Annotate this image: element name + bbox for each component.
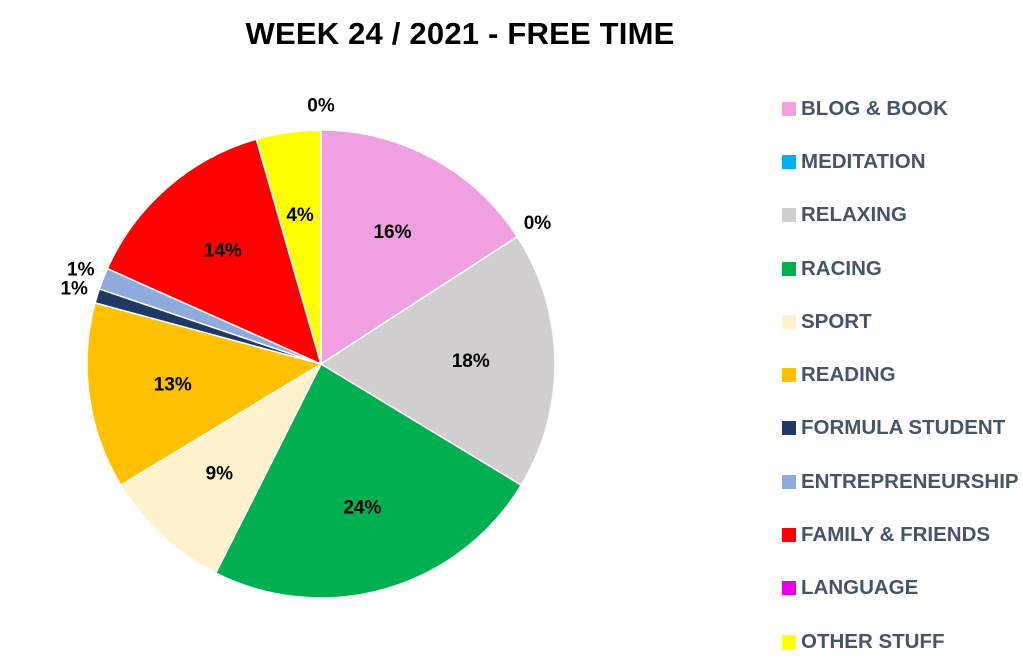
data-label-racing: 24% [343, 497, 381, 518]
legend-label: MEDITATION [801, 149, 926, 173]
legend-item-relaxing: RELAXING [782, 189, 1019, 242]
legend-label: ENTREPRENEURSHIP [801, 469, 1019, 493]
legend-item-other-stuff: OTHER STUFF [782, 615, 1019, 668]
legend-label: READING [801, 363, 896, 387]
legend-item-sport: SPORT [782, 295, 1019, 348]
legend-item-formula-student: FORMULA STUDENT [782, 402, 1019, 455]
legend-item-meditation: MEDITATION [782, 135, 1019, 188]
legend-swatch [782, 421, 796, 436]
legend-item-racing: RACING [782, 242, 1019, 295]
legend-label: LANGUAGE [801, 576, 919, 600]
legend-label: FORMULA STUDENT [801, 416, 1006, 440]
legend-item-blog-and-book: BLOG & BOOK [782, 82, 1019, 135]
legend-item-entrepreneurship: ENTREPRENEURSHIP [782, 455, 1019, 508]
legend-swatch [782, 314, 796, 329]
chart-legend: BLOG & BOOK MEDITATION RELAXING RACING SPORT… [782, 82, 1019, 668]
legend-item-family-and-friends: FAMILY & FRIENDS [782, 508, 1019, 561]
legend-swatch [782, 368, 796, 383]
legend-item-reading: READING [782, 348, 1019, 401]
legend-swatch [782, 261, 796, 276]
legend-label: FAMILY & FRIENDS [801, 523, 991, 547]
legend-label: SPORT [801, 309, 872, 333]
legend-swatch [782, 581, 796, 596]
data-label-relaxing: 18% [452, 351, 490, 372]
legend-label: BLOG & BOOK [801, 96, 948, 120]
legend-label: OTHER STUFF [801, 629, 945, 653]
pie-slice-family-and-friends [106, 138, 323, 366]
data-label-sport: 9% [206, 463, 234, 484]
legend-label: RACING [801, 256, 882, 280]
legend-label: RELAXING [801, 203, 907, 227]
legend-swatch [782, 474, 796, 489]
data-label-meditation: 0% [524, 213, 552, 234]
data-label-unlabeled: 0% [307, 96, 335, 117]
data-label-formula-student: 1% [60, 278, 88, 299]
legend-swatch [782, 101, 796, 116]
legend-swatch [782, 634, 796, 649]
data-label-entrepreneurship: 1% [67, 259, 95, 280]
pie-slice-other-stuff [255, 129, 322, 365]
pie-slice-sport [119, 362, 323, 574]
data-label-reading: 13% [154, 374, 192, 395]
data-label-family-and-friends: 14% [204, 240, 242, 261]
legend-swatch [782, 208, 796, 223]
legend-swatch [782, 154, 796, 169]
pie-chart: 16% 0% 18% 24% 9% 13% 1%1% 14% 4% 0% [60, 96, 556, 599]
legend-swatch [782, 528, 796, 543]
legend-item-language: LANGUAGE [782, 562, 1019, 615]
chart-title: WEEK 24 / 2021 - FREE TIME [245, 16, 675, 51]
data-label-other-stuff: 4% [286, 205, 314, 226]
pie-slice-relaxing [319, 235, 556, 487]
data-label-blog-and-book: 16% [373, 222, 411, 243]
pie-slice-blog-and-book [320, 129, 519, 366]
